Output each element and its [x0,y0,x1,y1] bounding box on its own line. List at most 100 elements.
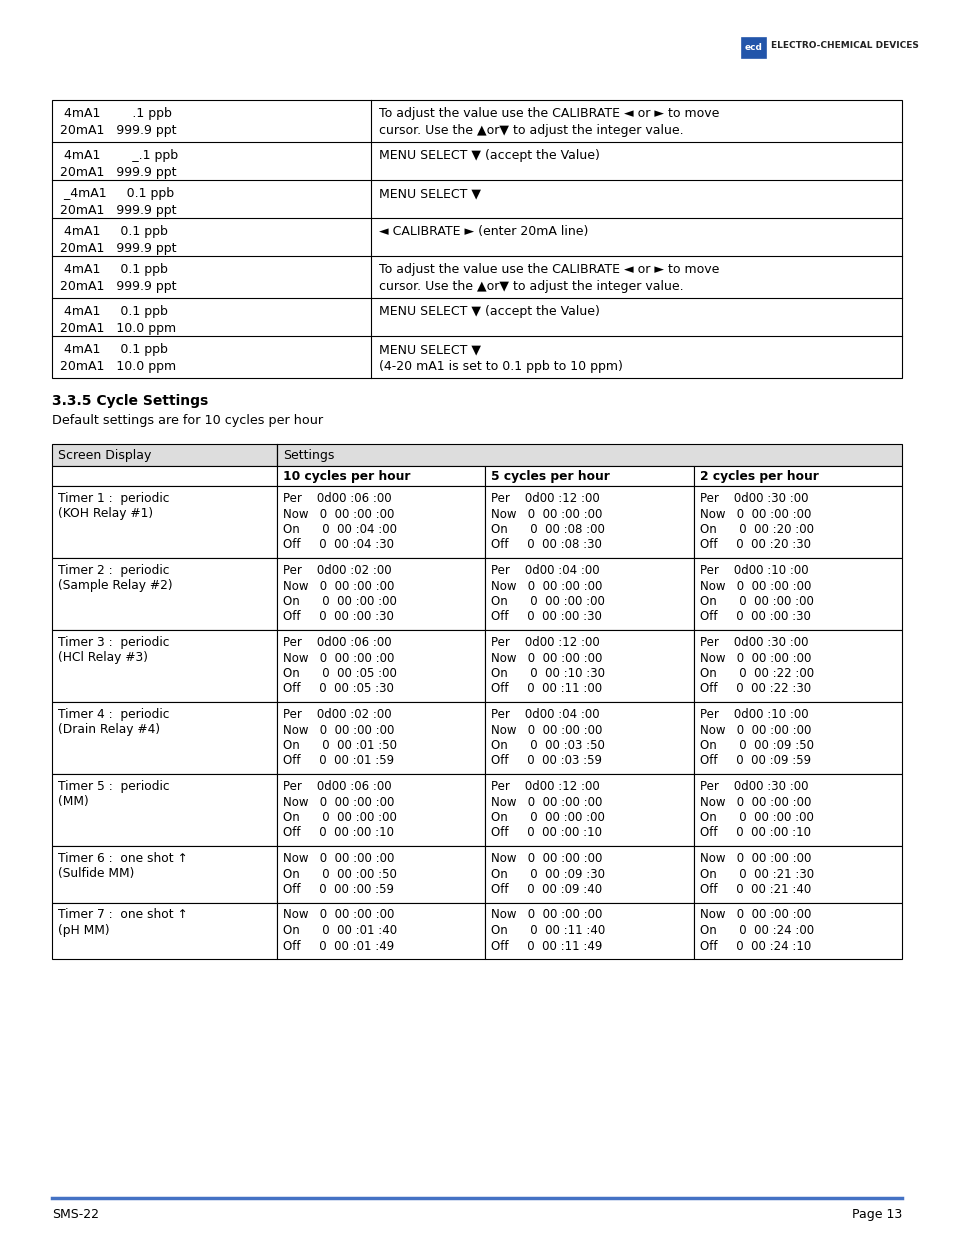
Bar [52,846,277,903]
Text: 4mA1        _.1 ppb: 4mA1 _.1 ppb [60,149,178,162]
Text: On      0  00 :11 :40: On 0 00 :11 :40 [491,924,605,937]
Text: Per    0d00 :10 :00: Per 0d00 :10 :00 [699,708,807,721]
Text: On      0  00 :21 :30: On 0 00 :21 :30 [699,867,813,881]
Bar [52,903,277,960]
Text: MENU SELECT ▼: MENU SELECT ▼ [378,343,480,356]
Text: Screen Display: Screen Display [58,450,152,462]
Text: 3.3.5 Cycle Settings: 3.3.5 Cycle Settings [52,394,208,408]
Bar [485,466,693,487]
Text: Off     0  00 :22 :30: Off 0 00 :22 :30 [699,683,810,695]
Text: (pH MM): (pH MM) [58,924,110,937]
Text: MENU SELECT ▼ (accept the Value): MENU SELECT ▼ (accept the Value) [378,305,599,317]
Text: Now   0  00 :00 :00: Now 0 00 :00 :00 [699,579,810,593]
Text: Now   0  00 :00 :00: Now 0 00 :00 :00 [491,795,602,809]
Text: Timer 4 :  periodic: Timer 4 : periodic [58,708,170,721]
Bar [277,774,485,846]
Text: 2 cycles per hour: 2 cycles per hour [699,471,818,483]
Text: To adjust the value use the CALIBRATE ◄ or ► to move: To adjust the value use the CALIBRATE ◄ … [378,263,719,275]
Text: Per    0d00 :06 :00: Per 0d00 :06 :00 [283,781,392,793]
Text: On      0  00 :10 :30: On 0 00 :10 :30 [491,667,605,680]
Text: Now   0  00 :00 :00: Now 0 00 :00 :00 [283,652,395,664]
Text: Per    0d00 :06 :00: Per 0d00 :06 :00 [283,636,392,650]
Bar [485,558,693,630]
Text: Per    0d00 :04 :00: Per 0d00 :04 :00 [491,708,599,721]
Bar [693,701,901,774]
Bar [485,774,693,846]
Text: On      0  00 :22 :00: On 0 00 :22 :00 [699,667,813,680]
Text: On      0  00 :05 :00: On 0 00 :05 :00 [283,667,396,680]
Bar [485,846,693,903]
Text: 10 cycles per hour: 10 cycles per hour [283,471,411,483]
Text: cursor. Use the ▲or▼ to adjust the integer value.: cursor. Use the ▲or▼ to adjust the integ… [378,280,682,293]
Text: Per    0d00 :12 :00: Per 0d00 :12 :00 [491,781,599,793]
Text: 20mA1   999.9 ppt: 20mA1 999.9 ppt [60,204,176,217]
Bar [485,487,693,558]
Text: On      0  00 :01 :40: On 0 00 :01 :40 [283,924,397,937]
Text: On      0  00 :00 :00: On 0 00 :00 :00 [283,595,396,608]
Text: Now   0  00 :00 :00: Now 0 00 :00 :00 [283,909,395,921]
Text: Timer 1 :  periodic: Timer 1 : periodic [58,492,170,505]
Text: Now   0  00 :00 :00: Now 0 00 :00 :00 [699,508,810,520]
Text: 20mA1   10.0 ppm: 20mA1 10.0 ppm [60,359,176,373]
Text: On      0  00 :00 :00: On 0 00 :00 :00 [283,811,396,824]
Text: Off     0  00 :11 :00: Off 0 00 :11 :00 [491,683,602,695]
Text: 4mA1     0.1 ppb: 4mA1 0.1 ppb [60,343,168,356]
Text: Off     0  00 :00 :30: Off 0 00 :00 :30 [283,610,394,624]
Bar [52,445,277,466]
Bar [277,701,485,774]
Text: On      0  00 :04 :00: On 0 00 :04 :00 [283,522,396,536]
Text: Now   0  00 :00 :00: Now 0 00 :00 :00 [699,724,810,736]
Bar [693,846,901,903]
Text: Per    0d00 :30 :00: Per 0d00 :30 :00 [699,492,807,505]
Text: Off     0  00 :09 :59: Off 0 00 :09 :59 [699,755,810,767]
Bar [52,701,277,774]
Text: On      0  00 :09 :30: On 0 00 :09 :30 [491,867,605,881]
Text: Timer 2 :  periodic: Timer 2 : periodic [58,564,170,577]
Text: Per    0d00 :02 :00: Per 0d00 :02 :00 [283,564,392,577]
Text: (Sample Relay #2): (Sample Relay #2) [58,579,172,593]
Text: Off     0  00 :11 :49: Off 0 00 :11 :49 [491,940,602,952]
Text: Off     0  00 :00 :10: Off 0 00 :00 :10 [491,826,602,840]
Text: To adjust the value use the CALIBRATE ◄ or ► to move: To adjust the value use the CALIBRATE ◄ … [378,107,719,120]
Text: Per    0d00 :06 :00: Per 0d00 :06 :00 [283,492,392,505]
Bar [277,630,485,701]
Text: On      0  00 :00 :00: On 0 00 :00 :00 [699,595,813,608]
Text: MENU SELECT ▼ (accept the Value): MENU SELECT ▼ (accept the Value) [378,149,599,162]
Text: Off     0  00 :08 :30: Off 0 00 :08 :30 [491,538,601,552]
Text: Now   0  00 :00 :00: Now 0 00 :00 :00 [699,909,810,921]
Text: _4mA1     0.1 ppb: _4mA1 0.1 ppb [60,186,174,200]
Text: (MM): (MM) [58,795,89,809]
Text: On      0  00 :00 :50: On 0 00 :00 :50 [283,867,396,881]
Bar [485,630,693,701]
Text: 20mA1   999.9 ppt: 20mA1 999.9 ppt [60,165,176,179]
Text: Per    0d00 :30 :00: Per 0d00 :30 :00 [699,781,807,793]
Text: Off     0  00 :00 :30: Off 0 00 :00 :30 [491,610,601,624]
Bar [485,701,693,774]
Text: On      0  00 :00 :00: On 0 00 :00 :00 [699,811,813,824]
Text: Per    0d00 :02 :00: Per 0d00 :02 :00 [283,708,392,721]
Text: (KOH Relay #1): (KOH Relay #1) [58,508,153,520]
Text: Off     0  00 :00 :10: Off 0 00 :00 :10 [699,826,810,840]
Bar [52,100,901,378]
Text: Page 13: Page 13 [851,1208,901,1221]
Text: Settings: Settings [283,450,335,462]
Text: Off     0  00 :24 :10: Off 0 00 :24 :10 [699,940,810,952]
Bar [693,487,901,558]
Text: Off     0  00 :04 :30: Off 0 00 :04 :30 [283,538,394,552]
Text: Per    0d00 :12 :00: Per 0d00 :12 :00 [491,636,599,650]
Text: Timer 7 :  one shot ↑: Timer 7 : one shot ↑ [58,909,188,921]
Text: Default settings are for 10 cycles per hour: Default settings are for 10 cycles per h… [52,414,323,427]
Text: Per    0d00 :12 :00: Per 0d00 :12 :00 [491,492,599,505]
Text: On      0  00 :00 :00: On 0 00 :00 :00 [491,595,605,608]
Text: Timer 6 :  one shot ↑: Timer 6 : one shot ↑ [58,852,188,864]
Text: 20mA1   10.0 ppm: 20mA1 10.0 ppm [60,322,176,335]
Text: Now   0  00 :00 :00: Now 0 00 :00 :00 [283,579,395,593]
Text: ELECTRO-CHEMICAL DEVICES: ELECTRO-CHEMICAL DEVICES [770,41,918,49]
Bar [277,558,485,630]
Text: On      0  00 :09 :50: On 0 00 :09 :50 [699,739,813,752]
Text: MENU SELECT ▼: MENU SELECT ▼ [378,186,480,200]
Text: 4mA1     0.1 ppb: 4mA1 0.1 ppb [60,263,168,275]
Bar [52,774,277,846]
Bar [693,774,901,846]
Text: (Sulfide MM): (Sulfide MM) [58,867,134,881]
